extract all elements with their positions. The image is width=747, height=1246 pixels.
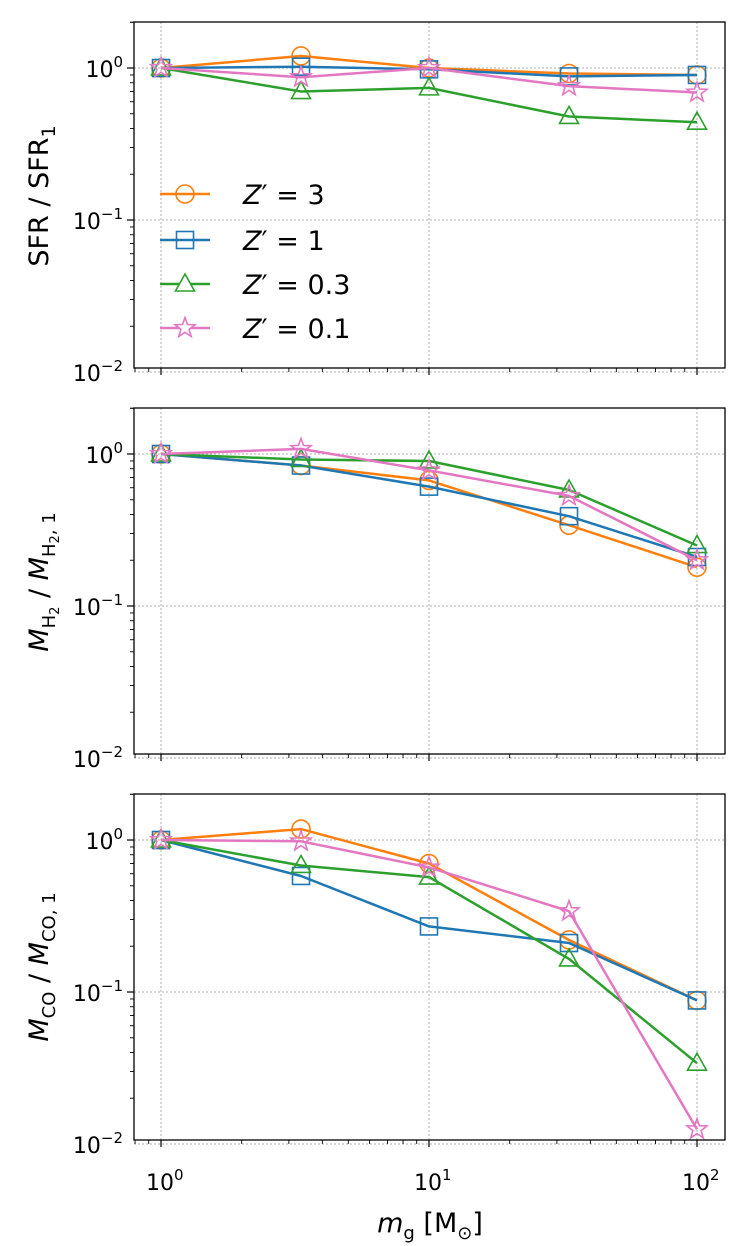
marker-circle (291, 819, 311, 839)
legend-entry-z3: Z′ = 3 (160, 180, 325, 211)
y-axis-label-sfr: SFR / SFR1 (24, 125, 60, 266)
x-tick-labels: 100 101 102 (146, 1166, 720, 1196)
marker-star (288, 828, 314, 852)
x-tick-label-1: 100 (146, 1166, 184, 1196)
marker-star (148, 55, 174, 79)
series-star (148, 827, 710, 1140)
marker-triangle (558, 104, 580, 125)
y-tick-label: 10−1 (73, 205, 123, 235)
marker-square (559, 933, 579, 953)
legend-marker-circle (175, 184, 195, 204)
marker-triangle (290, 79, 312, 100)
y-tick-label: 10−1 (73, 591, 123, 621)
legend-label-z1: Z′ = 1 (242, 226, 325, 257)
y-tick-label: 10−2 (73, 357, 123, 387)
y-axis-label-mh2: MH2 / MH2, 1 (24, 512, 63, 651)
legend-entry-z1: Z′ = 1 (160, 226, 325, 257)
marker-star (288, 436, 314, 460)
y-tick-label: 100 (85, 825, 123, 855)
marker-star (556, 73, 582, 97)
series-square (151, 830, 707, 1010)
marker-star (684, 1116, 710, 1140)
legend: Z′ = 3 Z′ = 1 Z′ = 0.3 Z′ = 0.1 (160, 180, 350, 345)
marker-star (684, 79, 710, 103)
legend-marker-star (172, 315, 198, 339)
marker-triangle (418, 76, 440, 96)
marker-triangle (150, 828, 172, 848)
marker-circle (687, 557, 707, 577)
series-triangle (150, 828, 708, 1072)
x-tick-label-10: 101 (414, 1166, 452, 1196)
axes-frame (133, 21, 726, 369)
series-line (160, 452, 698, 559)
marker-star (556, 483, 582, 507)
marker-square (687, 991, 707, 1010)
marker-square (559, 506, 579, 526)
marker-triangle (290, 447, 312, 468)
panel-mh2 (127, 407, 726, 761)
marker-triangle (686, 1051, 708, 1072)
marker-triangle (686, 533, 708, 554)
panel-sfr (127, 21, 726, 375)
x-axis-label: mg [M⊙] (377, 1208, 483, 1244)
y-tick-label: 10−2 (73, 1129, 123, 1159)
legend-label-z03: Z′ = 0.3 (242, 270, 350, 301)
marker-star (416, 854, 442, 878)
marker-star (148, 827, 174, 851)
legend-entry-z01: Z′ = 0.1 (160, 314, 350, 345)
marker-triangle (686, 110, 708, 130)
series-line (160, 447, 698, 562)
y-tick-label: 100 (85, 53, 123, 83)
series-line (160, 66, 698, 124)
legend-label-z01: Z′ = 0.1 (242, 314, 350, 345)
marker-star (288, 64, 314, 88)
marker-triangle (150, 442, 172, 462)
y-tick-label: 100 (85, 439, 123, 469)
legend-marker-triangle (174, 272, 196, 292)
marker-star (684, 547, 710, 571)
marker-triangle (150, 56, 172, 76)
marker-star (416, 55, 442, 79)
marker-square (419, 917, 439, 936)
marker-triangle (418, 449, 440, 469)
legend-entry-z03: Z′ = 0.3 (160, 270, 350, 301)
y-tick-label: 10−2 (73, 743, 123, 773)
marker-star (416, 457, 442, 481)
series-line (160, 838, 698, 1002)
legend-label-z3: Z′ = 3 (242, 180, 325, 211)
y-tick-labels: 100 10−1 10−2 100 10−1 10−2 100 10−1 10−2 (73, 53, 123, 1159)
marker-square (291, 57, 311, 76)
series-line (160, 838, 698, 1065)
marker-square (419, 477, 439, 496)
series-line (160, 827, 698, 1002)
marker-square (291, 866, 311, 886)
marker-triangle (290, 853, 312, 874)
series-line (160, 65, 698, 78)
series-line (160, 838, 699, 1130)
panel-mco (127, 793, 726, 1147)
axes-frame (133, 407, 726, 755)
y-tick-label: 10−1 (73, 977, 123, 1007)
series-star (148, 55, 710, 103)
marker-star (148, 441, 174, 465)
legend-marker-square (175, 230, 195, 250)
series-star (148, 436, 710, 571)
marker-star (556, 898, 582, 922)
marker-triangle (558, 947, 580, 967)
axes-frame (133, 793, 726, 1141)
x-tick-label-100: 102 (682, 1166, 720, 1196)
y-axis-label-mco: MCO / MCO, 1 (24, 892, 60, 1041)
series-line (160, 66, 698, 94)
series-triangle (150, 56, 708, 130)
